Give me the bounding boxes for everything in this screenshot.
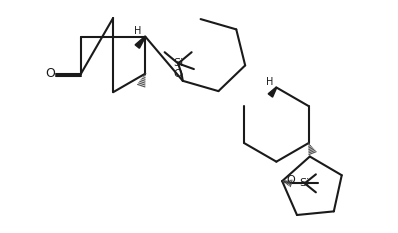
Text: O: O	[45, 67, 55, 80]
Polygon shape	[135, 36, 146, 48]
Text: Si: Si	[300, 178, 310, 188]
Text: Si: Si	[173, 58, 183, 69]
Text: H: H	[134, 26, 141, 36]
Text: O: O	[173, 69, 182, 79]
Text: O: O	[287, 175, 296, 185]
Polygon shape	[268, 87, 277, 97]
Text: H: H	[266, 77, 273, 87]
